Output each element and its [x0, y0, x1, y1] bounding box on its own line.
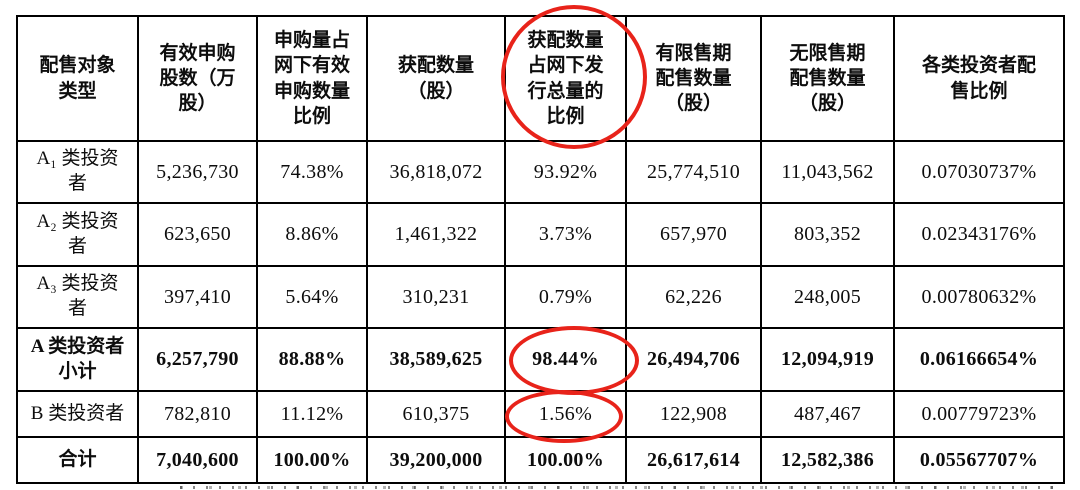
table-cell: 610,375: [366, 390, 506, 438]
table-cell: 26,617,614: [625, 436, 762, 484]
column-header-3: 申购量占 网下有效 申购数量 比例: [256, 15, 368, 142]
table-cell: 0.00779723%: [893, 390, 1065, 438]
table-cell: 39,200,000: [366, 436, 506, 484]
table-cell: 803,352: [760, 202, 895, 267]
table-cell: 11,043,562: [760, 140, 895, 204]
header-row: 配售对象 类型 有效申购 股数（万 股） 申购量占 网下有效 申购数量 比例 获配数量…: [16, 15, 1065, 142]
table-header: 配售对象 类型 有效申购 股数（万 股） 申购量占 网下有效 申购数量 比例 获配数量…: [16, 15, 1065, 142]
table-row-1: A₁ 类投资 者 5,236,730 74.38% 36,818,072 93.92% 2…: [16, 140, 1065, 204]
column-header-6: 有限售期 配售数量 （股）: [625, 15, 762, 142]
table-cell: 62,226: [625, 265, 762, 329]
column-header-5: 获配数量 占网下发 行总量的 比例: [504, 15, 627, 142]
table-cell: 8.86%: [256, 202, 368, 267]
table-cell: 25,774,510: [625, 140, 762, 204]
table-row-4: A 类投资者 小计 6,257,790 88.88% 38,589,625 98.44%…: [16, 327, 1065, 392]
table-cell: 74.38%: [256, 140, 368, 204]
table-cell: 100.00%: [504, 436, 627, 484]
table-cell: 88.88%: [256, 327, 368, 392]
table-cell: 248,005: [760, 265, 895, 329]
table-cell: 0.07030737%: [893, 140, 1065, 204]
table-cell: 98.44%: [504, 327, 627, 392]
table-body: A₁ 类投资 者 5,236,730 74.38% 36,818,072 93.92% 2…: [16, 140, 1065, 484]
table-cell: 5,236,730: [137, 140, 258, 204]
table-row-2: A₂ 类投资 者 623,650 8.86% 1,461,322 3.73% 657,97…: [16, 202, 1065, 267]
table-cell: 12,094,919: [760, 327, 895, 392]
row-label: A₁ 类投资 者: [16, 140, 139, 204]
table-row-3: A₃ 类投资 者 397,410 5.64% 310,231 0.79% 62,226 24…: [16, 265, 1065, 329]
table-cell: 0.05567707%: [893, 436, 1065, 484]
table-cell: 26,494,706: [625, 327, 762, 392]
table-cell: 310,231: [366, 265, 506, 329]
row-label: A₃ 类投资 者: [16, 265, 139, 329]
table-cell: 0.00780632%: [893, 265, 1065, 329]
table-cell: 36,818,072: [366, 140, 506, 204]
table-cell: 6,257,790: [137, 327, 258, 392]
column-header-7: 无限售期 配售数量 （股）: [760, 15, 895, 142]
table-cell: 0.79%: [504, 265, 627, 329]
table-cell: 1.56%: [504, 390, 627, 438]
table-cell: 623,650: [137, 202, 258, 267]
table-cell: 122,908: [625, 390, 762, 438]
table-cell: 0.06166654%: [893, 327, 1065, 392]
allocation-results-table: 配售对象 类型 有效申购 股数（万 股） 申购量占 网下有效 申购数量 比例 获配数量…: [16, 15, 1065, 484]
table-cell: 487,467: [760, 390, 895, 438]
column-header-2: 有效申购 股数（万 股）: [137, 15, 258, 142]
column-header-1: 配售对象 类型: [16, 15, 139, 142]
table-cell: 782,810: [137, 390, 258, 438]
table-cell: 11.12%: [256, 390, 368, 438]
table-cell: 100.00%: [256, 436, 368, 484]
table-cell: 5.64%: [256, 265, 368, 329]
table-cell: 7,040,600: [137, 436, 258, 484]
row-label: B 类投资者: [16, 390, 139, 438]
row-label: A₂ 类投资 者: [16, 202, 139, 267]
table-cell: 657,970: [625, 202, 762, 267]
table-cell: 397,410: [137, 265, 258, 329]
table-row-5: B 类投资者 782,810 11.12% 610,375 1.56% 122,908 48…: [16, 390, 1065, 438]
table-cell: 12,582,386: [760, 436, 895, 484]
table-cell: 0.02343176%: [893, 202, 1065, 267]
table-cell: 1,461,322: [366, 202, 506, 267]
row-label: 合计: [16, 436, 139, 484]
row-label: A 类投资者 小计: [16, 327, 139, 392]
clipped-text-artifact: [180, 486, 1063, 489]
table-cell: 38,589,625: [366, 327, 506, 392]
table-cell: 3.73%: [504, 202, 627, 267]
table-cell: 93.92%: [504, 140, 627, 204]
table-row-6: 合计 7,040,600 100.00% 39,200,000 100.00% 26,61…: [16, 436, 1065, 484]
column-header-4: 获配数量 （股）: [366, 15, 506, 142]
column-header-8: 各类投资者配 售比例: [893, 15, 1065, 142]
